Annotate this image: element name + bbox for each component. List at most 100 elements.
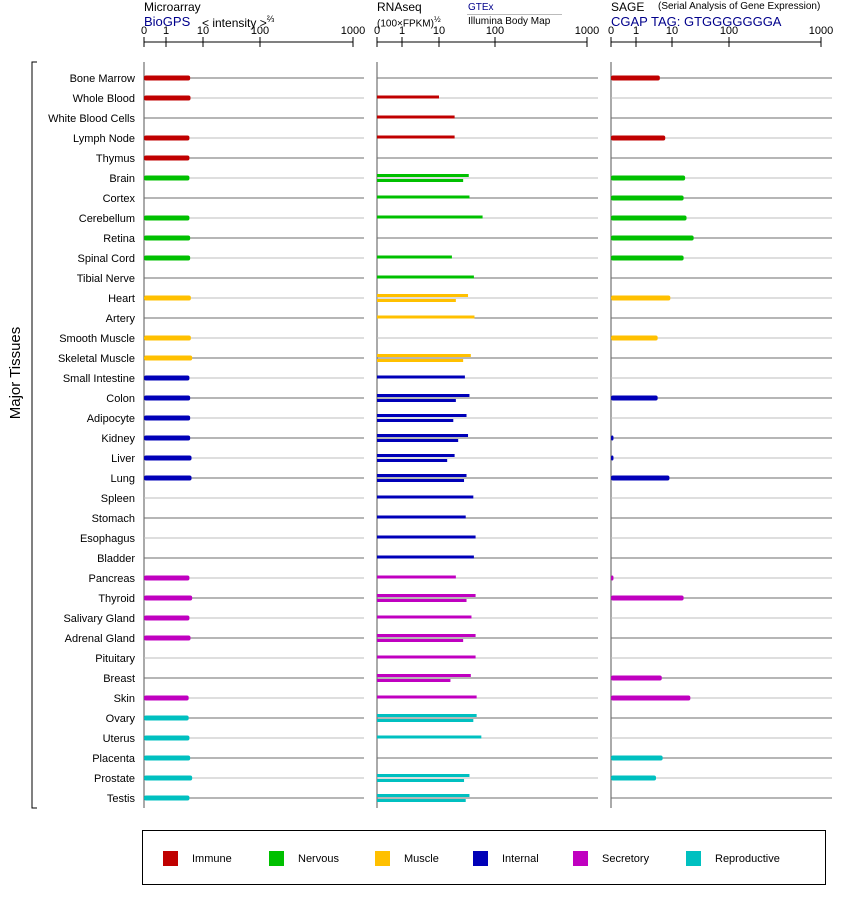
tissue-label: Placenta (92, 753, 136, 765)
gtex-bar (377, 115, 455, 119)
gtex-link[interactable]: GTEx (468, 2, 494, 13)
microarray-bar (144, 435, 191, 441)
y-group-label: Major Tissues (7, 327, 24, 420)
tissue-label: Pancreas (89, 573, 136, 585)
sage-bar (611, 675, 662, 681)
illumina-label: Illumina Body Map (468, 16, 551, 27)
legend-swatch (269, 851, 284, 866)
microarray-bar (144, 75, 191, 81)
sage-bar (611, 755, 663, 761)
tissue-label: Thyroid (98, 593, 135, 605)
microarray-bar (144, 735, 190, 741)
tissue-row: Lung (111, 473, 832, 485)
gtex-bar (377, 255, 452, 259)
microarray-bar (144, 155, 190, 161)
tissue-row: Esophagus (80, 533, 832, 545)
tissue-label: Colon (106, 393, 135, 405)
sage-bar (611, 215, 687, 221)
tissue-label: Bone Marrow (70, 73, 135, 85)
axes-layer: 0 1 10 100 1000 0 1 10 100 1000 0 1 10 100 1000 (31, 25, 833, 809)
sage-bar (611, 455, 614, 461)
microarray-bar (144, 455, 192, 461)
gtex-bar (377, 794, 470, 797)
x-tick-label: 100 (486, 25, 504, 37)
gtex-bar (377, 515, 466, 519)
gtex-bar (377, 774, 470, 777)
tissue-label: Esophagus (80, 533, 136, 545)
tissue-row: Bladder (97, 553, 832, 565)
x-tick-label: 0 (374, 25, 380, 37)
tissue-label: Prostate (94, 773, 135, 785)
x-tick-label: 10 (433, 25, 445, 37)
tissue-label: Skin (114, 693, 135, 705)
tissue-row: Liver (111, 453, 832, 465)
gtex-bar (377, 275, 474, 279)
sage-axis: 0 1 10 100 1000 (608, 25, 833, 808)
gtex-bar (377, 634, 476, 637)
tissue-label: Small Intestine (63, 373, 135, 385)
tissue-label: Uterus (103, 733, 136, 745)
sage-bar (611, 295, 671, 301)
legend-label: Secretory (602, 852, 650, 865)
sage-bar (611, 175, 686, 181)
tissue-row: Placenta (92, 753, 832, 765)
legend-item-immune: Immune (163, 831, 232, 886)
x-tick-label: 1 (163, 25, 169, 37)
source-divider (467, 14, 562, 15)
illumina-bar (377, 359, 464, 362)
tissue-row: Uterus (103, 733, 832, 745)
x-tick-label: 10 (197, 25, 209, 37)
gtex-bar (377, 95, 439, 99)
tissue-row: Artery (106, 313, 832, 325)
gtex-bar (377, 615, 472, 619)
illumina-bar (377, 799, 466, 802)
legend-swatch (163, 851, 178, 866)
y-group-bracket (31, 61, 37, 809)
legend-swatch (473, 851, 488, 866)
tissue-row: Pituitary (95, 653, 832, 665)
x-tick-label: 1 (399, 25, 405, 37)
gtex-bar (377, 575, 456, 579)
tissue-label: Heart (108, 293, 135, 305)
microarray-bar (144, 415, 191, 421)
tissue-row: Brain (109, 173, 832, 185)
legend-item-reproductive: Reproductive (686, 831, 780, 886)
legend-label: Nervous (298, 852, 339, 865)
microarray-bar (144, 575, 190, 581)
tissue-label: Spleen (101, 493, 135, 505)
microarray-unit: < intensity >⅔ (202, 14, 275, 30)
tissue-label: Artery (106, 313, 136, 325)
tissue-row: Spinal Cord (78, 253, 832, 265)
illumina-bar (377, 779, 465, 782)
legend-item-nervous: Nervous (269, 831, 339, 886)
cgap-tag-link[interactable]: CGAP TAG: GTGGGGGGGA (611, 14, 782, 29)
sage-bar (611, 335, 658, 341)
sage-bar (611, 255, 684, 261)
gtex-bar (377, 495, 474, 499)
gtex-bar (377, 375, 465, 379)
sage-bar (611, 235, 694, 241)
gtex-bar (377, 535, 476, 539)
sage-bar (611, 395, 658, 401)
tissue-row: White Blood Cells (48, 113, 832, 125)
tissue-label: Stomach (92, 513, 135, 525)
illumina-bar (377, 639, 464, 642)
microarray-bar (144, 235, 191, 241)
tissue-row: Cortex (103, 193, 832, 205)
tissue-label: Ovary (106, 713, 136, 725)
microarray-bar (144, 295, 191, 301)
tissue-label: Lung (111, 473, 135, 485)
biogps-link[interactable]: BioGPS (144, 14, 191, 29)
legend-item-internal: Internal (473, 831, 539, 886)
illumina-bar (377, 479, 465, 482)
microarray-title: Microarray (144, 0, 201, 14)
illumina-bar (377, 439, 459, 442)
rnaseq-title: RNAseq (377, 0, 422, 14)
gtex-bar (377, 695, 477, 699)
gtex-bar (377, 674, 471, 677)
tissue-label: Kidney (101, 433, 135, 445)
bars-layer (144, 75, 694, 802)
sage-subtitle: (Serial Analysis of Gene Expression) (658, 1, 821, 12)
microarray-bar (144, 755, 191, 761)
